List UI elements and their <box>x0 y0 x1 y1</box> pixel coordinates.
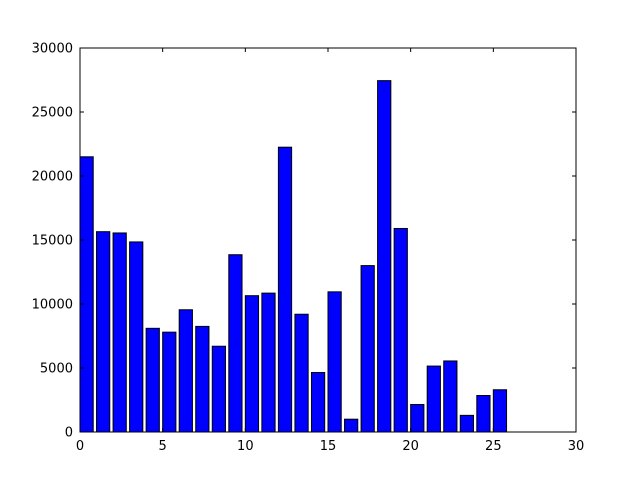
bar <box>96 231 111 433</box>
y-tick-label: 25000 <box>32 106 73 121</box>
x-tick-label: 0 <box>76 439 84 454</box>
x-tick-label: 15 <box>320 439 337 454</box>
bar <box>228 254 243 433</box>
y-tick-label: 5000 <box>40 362 73 377</box>
bar <box>294 313 309 433</box>
bar <box>327 291 342 433</box>
bar <box>79 156 94 433</box>
y-tick-label: 20000 <box>32 170 73 185</box>
y-tick-label: 0 <box>65 426 73 441</box>
bar <box>393 227 408 433</box>
bar <box>310 371 326 433</box>
x-tick-label: 30 <box>568 439 585 454</box>
bar <box>360 265 375 433</box>
bar <box>195 325 210 433</box>
axes-frame <box>79 47 577 433</box>
bar <box>492 389 508 433</box>
bar <box>443 360 458 433</box>
bar <box>459 414 474 433</box>
bar <box>344 418 359 433</box>
bar <box>426 365 441 433</box>
bar <box>145 327 160 433</box>
bar <box>211 345 227 433</box>
y-tick-label: 30000 <box>32 42 73 57</box>
bar <box>261 292 276 433</box>
x-tick-label: 25 <box>485 439 502 454</box>
bar <box>112 232 127 433</box>
bar <box>377 80 392 433</box>
bar <box>410 403 425 433</box>
bar <box>277 146 293 433</box>
bar <box>244 295 260 433</box>
y-tick-label: 10000 <box>32 298 73 313</box>
x-tick-label: 10 <box>237 439 254 454</box>
x-tick-label: 20 <box>402 439 419 454</box>
bar <box>476 395 491 433</box>
bar <box>162 331 177 433</box>
x-tick-label: 5 <box>159 439 167 454</box>
bar <box>129 241 144 433</box>
y-tick-label: 15000 <box>32 234 73 249</box>
bar <box>178 309 193 433</box>
